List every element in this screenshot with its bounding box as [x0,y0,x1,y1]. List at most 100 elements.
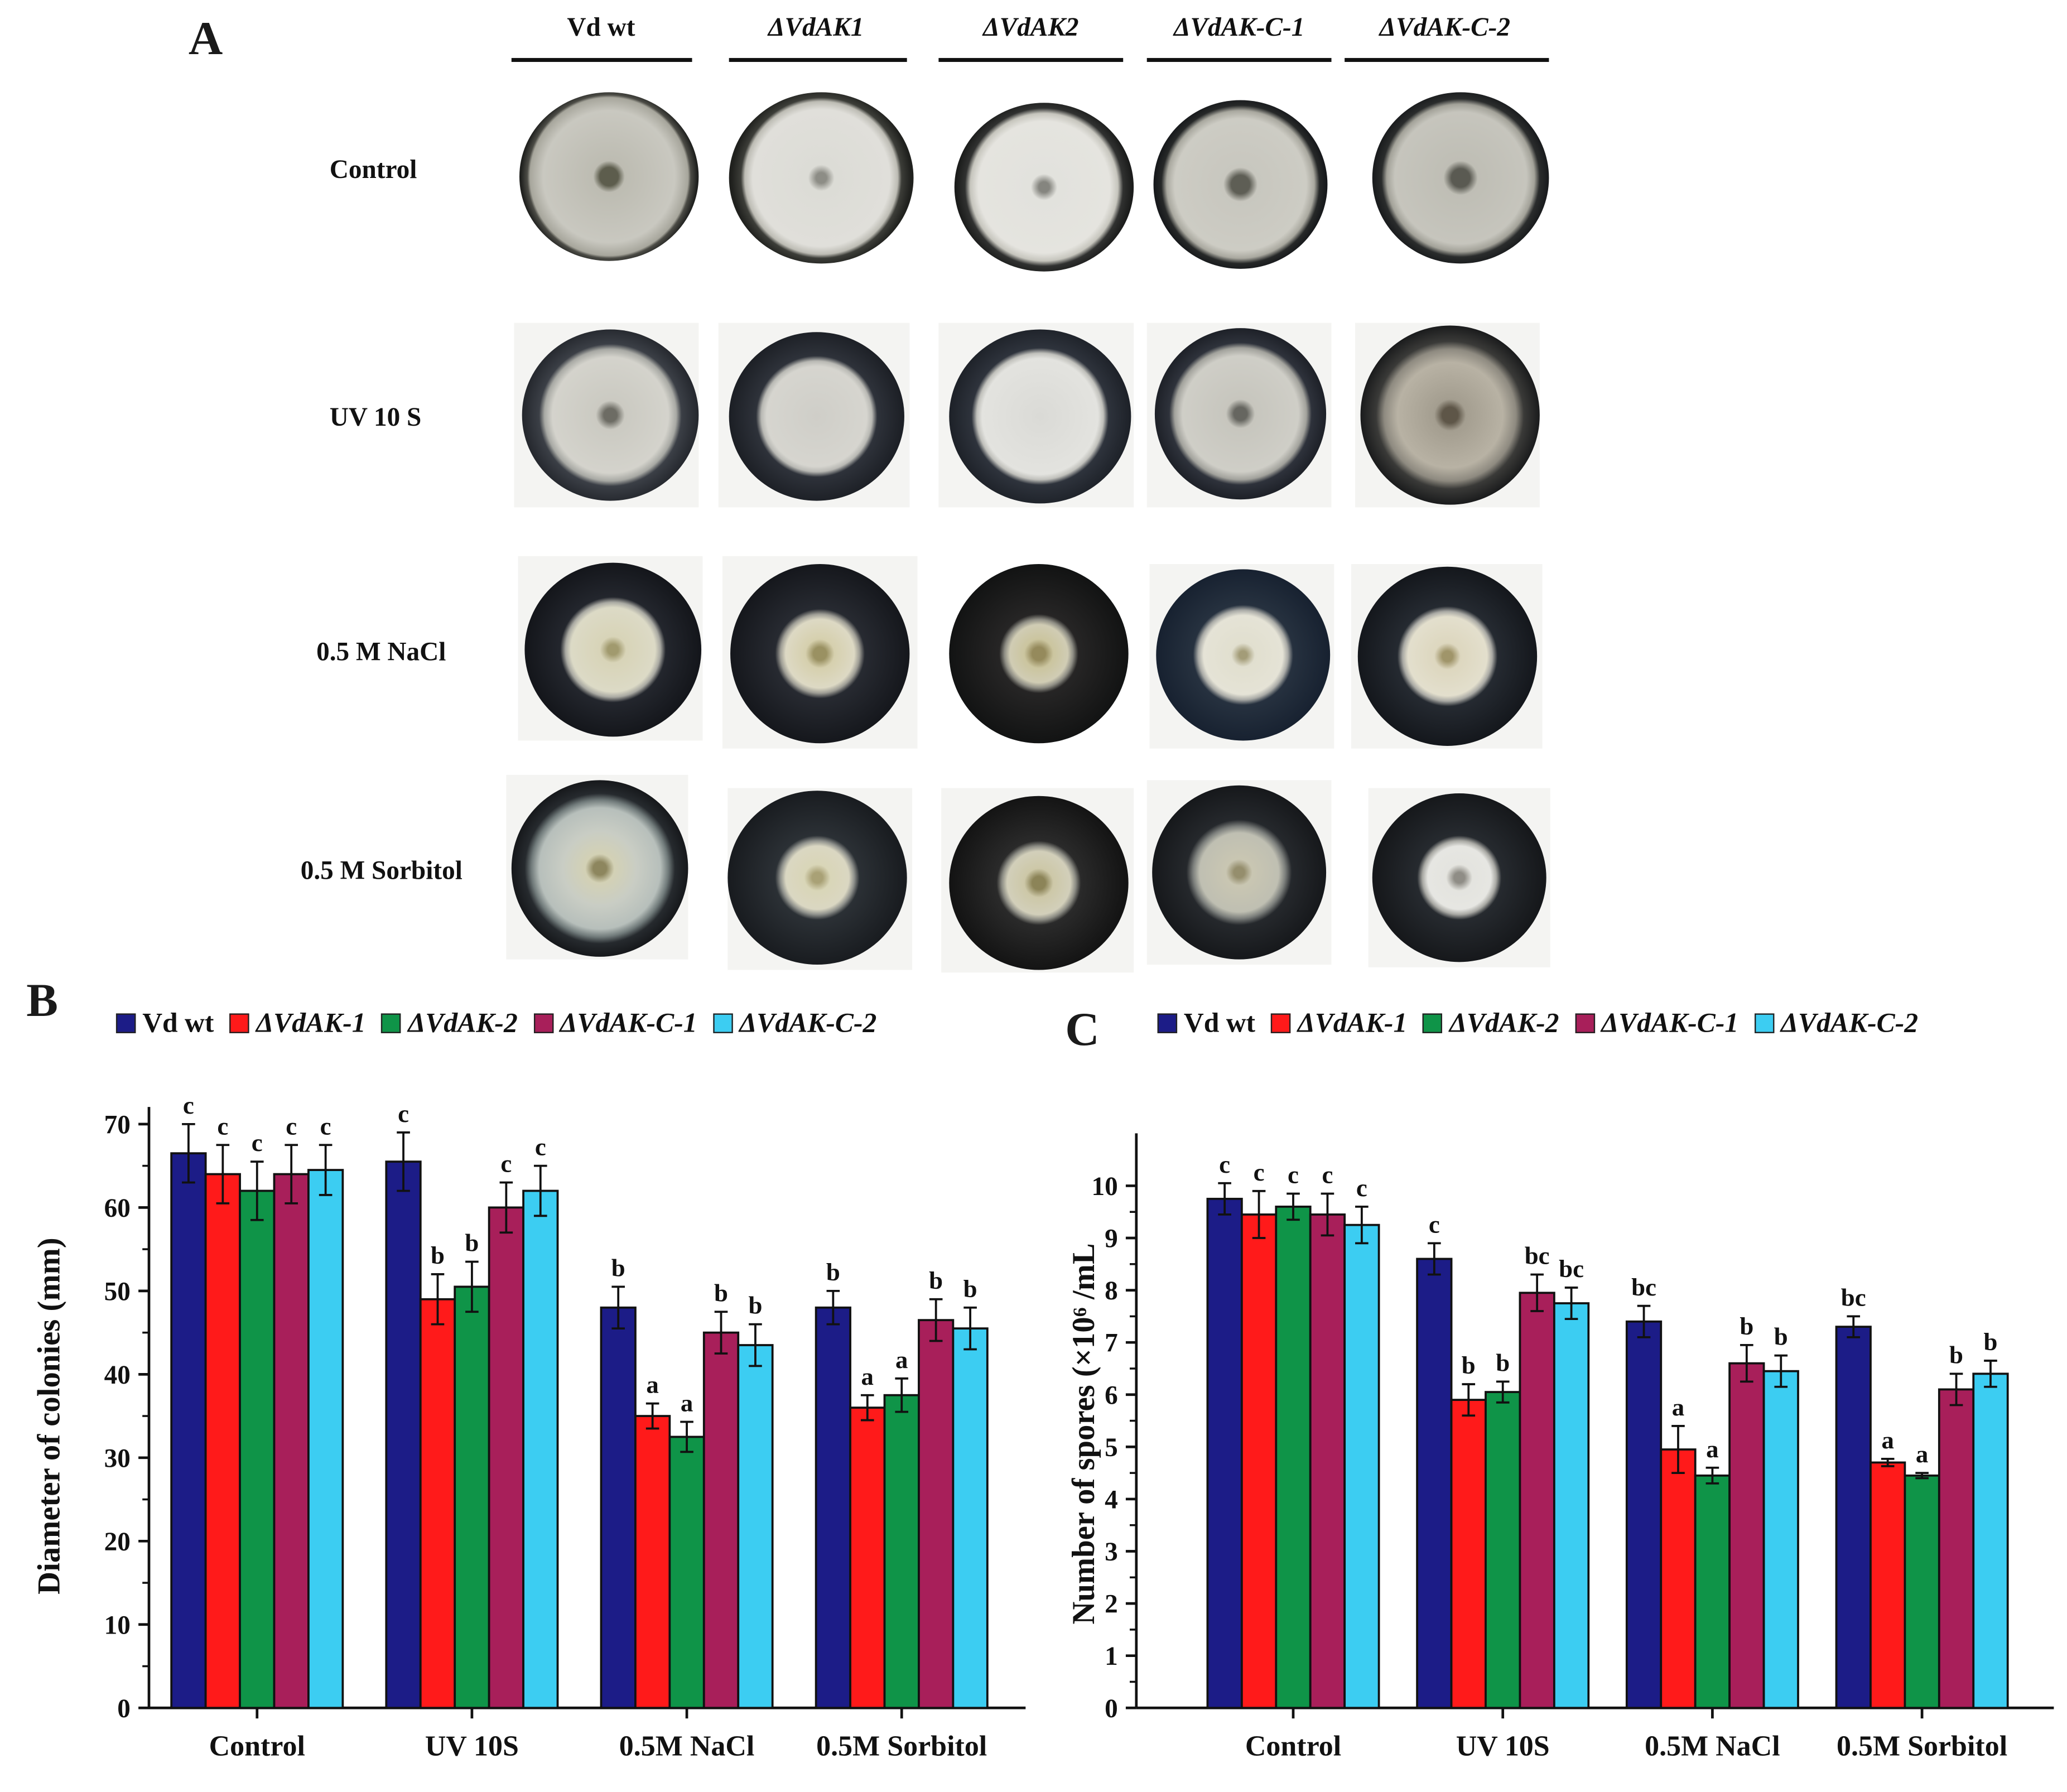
legend-swatch [115,1013,136,1033]
legend-swatch [229,1013,250,1033]
bar [1694,1474,1731,1709]
panel-a-letter: A [188,12,223,65]
y-tick-label: 10 [1091,1172,1117,1201]
bar [952,1327,989,1709]
significance-letter: c [535,1133,546,1161]
significance-letter: c [320,1112,331,1140]
bar [1553,1302,1590,1709]
significance-letter: bc [1631,1273,1656,1301]
legend-label: ΔVdAK-1 [256,1006,366,1039]
bar [737,1344,774,1709]
x-tick-label: 0.5M NaCl [619,1730,755,1762]
col-underline [1345,57,1549,62]
significance-letter: c [1288,1161,1299,1189]
significance-letter: a [861,1362,874,1390]
bar [1625,1320,1663,1709]
row-label-control: Control [329,155,417,185]
plate-sorbitol-vdak-c1 [1152,785,1327,960]
y-tick-label: 4 [1105,1485,1118,1514]
significance-letter: b [929,1266,943,1294]
plate-uv-vdak2 [949,329,1131,504]
significance-letter: b [714,1279,728,1307]
bar [1206,1197,1243,1709]
legend-label: ΔVdAK-C-2 [739,1006,877,1039]
significance-letter: a [1916,1440,1928,1468]
legend-swatch [381,1013,402,1033]
bar [702,1331,740,1709]
significance-letter: c [252,1129,263,1157]
legend-item: ΔVdAK-C-2 [712,1006,877,1040]
bar [1450,1399,1487,1709]
bar [488,1206,524,1709]
col-header-vdak-c2: ΔVdAK-C-2 [1379,13,1510,42]
y-tick-label: 6 [1105,1381,1118,1410]
y-tick-label: 20 [104,1528,131,1557]
plate-sorbitol-vdak-c2 [1372,793,1546,962]
bar [1416,1258,1453,1709]
significance-letter: bc [1559,1255,1584,1283]
y-tick-label: 30 [104,1444,131,1473]
col-underline [511,57,692,62]
legend-label: ΔVdAK-C-2 [1780,1006,1919,1039]
legend-item: ΔVdAK-1 [229,1006,366,1040]
legend-label: ΔVdAK-1 [1297,1006,1408,1039]
significance-letter: bc [1841,1284,1866,1312]
legend-item: ΔVdAK-C-2 [1754,1006,1919,1040]
y-tick-label: 10 [104,1611,131,1640]
y-tick-label: 70 [104,1110,131,1139]
significance-letter: a [1706,1435,1718,1463]
legend-swatch [533,1013,553,1033]
plate-control-vdwt [519,92,699,261]
row-label-uv: UV 10 S [329,403,422,432]
bar [419,1298,456,1709]
significance-letter: b [1774,1323,1788,1351]
legend-item: ΔVdAK-C-1 [1574,1007,1738,1040]
y-tick-label: 40 [104,1361,131,1390]
x-tick-label: Control [209,1730,305,1762]
significance-letter: b [748,1292,762,1319]
row-label-nacl: 0.5 M NaCl [316,638,446,667]
plate-control-vdak2 [954,103,1134,272]
bar [815,1306,851,1709]
bar [1343,1223,1380,1709]
y-tick-label: 7 [1105,1329,1118,1358]
bar [668,1435,705,1709]
significance-letter: c [1356,1174,1367,1202]
col-underline [1146,57,1332,62]
x-tick-label: 0.5M NaCl [1645,1730,1780,1762]
plate-nacl-vdak1 [730,563,910,744]
significance-letter: b [1949,1341,1963,1369]
significance-letter: bc [1525,1242,1550,1270]
legend-swatch [712,1013,733,1033]
significance-letter: b [963,1275,977,1303]
bar [634,1415,671,1709]
plate-control-vdak-c1 [1153,100,1328,269]
bar [1762,1370,1799,1709]
bar [849,1406,886,1709]
bar [1835,1326,1872,1709]
col-header-vdak2: ΔVdAK2 [983,13,1079,42]
col-header-vdwt: Vd wt [567,13,635,42]
bar [307,1169,344,1709]
plate-control-vdak-c2 [1372,92,1549,264]
col-header-vdak1: ΔVdAK1 [768,13,864,42]
bar [1485,1391,1521,1709]
legend-c: Vd wt ΔVdAK-1 ΔVdAK-2 ΔVdAK-C-1 ΔVdAK-C-… [1157,1006,1934,1040]
bar [273,1173,310,1709]
plate-sorbitol-vdak2 [949,796,1129,970]
bar [454,1285,490,1709]
significance-letter: c [286,1112,297,1140]
bar [1870,1461,1906,1709]
legend-label: Vd wt [1183,1006,1256,1039]
legend-item: ΔVdAK-1 [1271,1007,1407,1040]
bar [1728,1362,1765,1709]
bar [385,1160,422,1709]
bar [918,1319,955,1709]
significance-letter: c [398,1100,409,1128]
legend-item: ΔVdAK-C-1 [533,1007,697,1040]
legend-item: ΔVdAK-2 [381,1007,518,1040]
significance-letter: a [1672,1393,1684,1421]
y-tick-label: 5 [1105,1433,1118,1462]
legend-label: ΔVdAK-2 [1449,1006,1559,1039]
